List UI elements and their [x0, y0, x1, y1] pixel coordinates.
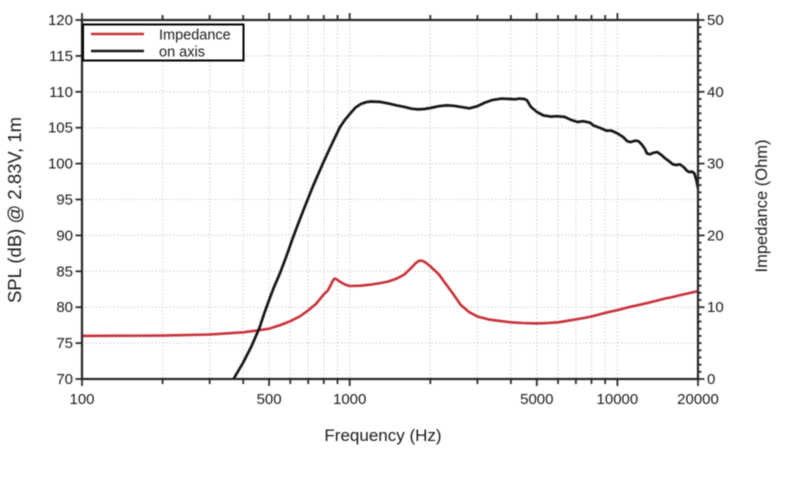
svg-text:70: 70 [56, 371, 73, 388]
svg-text:90: 90 [56, 227, 73, 244]
svg-text:115: 115 [49, 48, 73, 65]
svg-text:80: 80 [56, 299, 73, 316]
svg-text:500: 500 [257, 391, 282, 408]
svg-text:Impedance (Ohm): Impedance (Ohm) [753, 140, 771, 273]
svg-text:120: 120 [48, 12, 73, 29]
svg-text:105: 105 [48, 120, 73, 137]
svg-text:30: 30 [707, 156, 724, 173]
svg-text:1000: 1000 [333, 391, 366, 408]
svg-text:5000: 5000 [520, 391, 553, 408]
svg-text:50: 50 [707, 12, 724, 29]
svg-text:95: 95 [56, 192, 73, 209]
svg-text:20000: 20000 [677, 391, 719, 408]
svg-text:0: 0 [707, 371, 715, 388]
svg-text:85: 85 [56, 263, 73, 280]
svg-text:40: 40 [707, 84, 724, 101]
svg-text:SPL (dB) @ 2.83V, 1m: SPL (dB) @ 2.83V, 1m [4, 117, 25, 303]
svg-text:110: 110 [49, 84, 73, 101]
svg-text:Frequency (Hz): Frequency (Hz) [324, 426, 441, 445]
svg-text:10000: 10000 [597, 391, 639, 408]
svg-text:20: 20 [707, 227, 724, 244]
svg-text:on axis: on axis [159, 45, 205, 61]
svg-text:Impedance: Impedance [159, 28, 231, 44]
svg-text:10: 10 [707, 299, 724, 316]
svg-text:100: 100 [48, 156, 73, 173]
svg-text:75: 75 [56, 335, 73, 352]
svg-text:100: 100 [69, 391, 94, 408]
